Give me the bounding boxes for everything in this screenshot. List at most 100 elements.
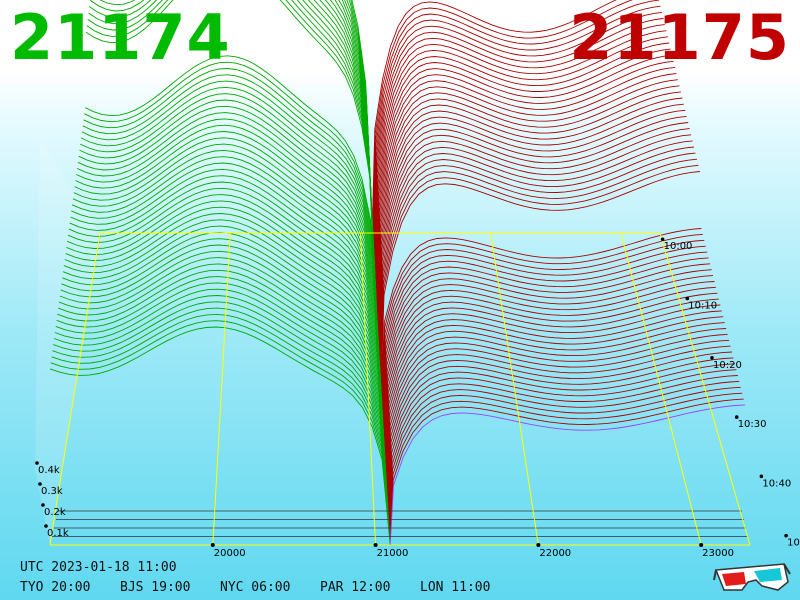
ask-price: 21175 (569, 1, 790, 74)
ask-depth-line (388, 386, 741, 530)
time-tick-dot (759, 474, 764, 479)
ask-depth-line (374, 54, 673, 290)
ask-depth-line (378, 128, 690, 351)
ask-depth-line (375, 60, 674, 295)
ask-depth-line (387, 351, 733, 500)
price-tick-label: 23000 (702, 548, 734, 559)
bid-depth-line (67, 187, 385, 433)
ask-depth-line (377, 97, 683, 326)
volume-tick-label: 0.1k (47, 528, 69, 539)
bid-depth-line (57, 269, 389, 500)
ask-depth-line (381, 239, 705, 402)
ask-depth-line (374, 36, 668, 274)
ask-depth-line (372, 5, 661, 249)
ask-depth-line (377, 115, 687, 341)
ask-depth-line (386, 345, 731, 494)
volume-tick-label: 0.3k (41, 486, 63, 497)
ask-depth-line (383, 275, 714, 433)
ask-depth-line (389, 404, 746, 546)
bid-depth-line (86, 0, 378, 315)
ask-depth-line (373, 18, 664, 259)
ask-depth-line (379, 152, 696, 372)
ask-depth-line (380, 158, 698, 377)
ask-depth-line (385, 316, 724, 469)
bid-depth-line (319, 0, 376, 285)
ask-depth-line (384, 304, 721, 459)
bid-depth-line (78, 105, 381, 367)
time-tick-dot (660, 237, 665, 242)
price-gridline (212, 232, 231, 546)
ask-depth-line (384, 292, 718, 448)
ask-depth-line (377, 103, 684, 331)
bid-depth-line (60, 244, 387, 479)
bid-depth-line (84, 61, 379, 331)
bid-depth-line (51, 313, 391, 535)
time-tick-label: 10:20 (713, 360, 742, 371)
price-gridline (490, 232, 539, 546)
bid-depth-line (58, 263, 388, 494)
ask-depth-line (388, 369, 737, 515)
bid-depth-line (73, 143, 383, 397)
city-time-tyo: TYO 20:00 (20, 580, 91, 595)
bid-depth-line (89, 0, 377, 295)
bid-depth-line (82, 74, 379, 341)
bid-depth-line (52, 307, 390, 530)
volume-tick-label: 0.4k (38, 465, 60, 476)
bid-depth-line (56, 276, 389, 505)
price-tick-label: 22000 (539, 548, 571, 559)
bid-depth-line (89, 0, 377, 300)
ask-depth-line (374, 42, 670, 280)
ask-depth-line (373, 30, 667, 269)
ask-depth-line (382, 269, 712, 428)
bid-depth-line (80, 93, 380, 356)
bid-depth-line (63, 219, 386, 459)
bid-depth-line (85, 55, 378, 326)
ask-depth-line (376, 91, 681, 321)
city-time-lon: LON 11:00 (420, 580, 491, 595)
time-tick-dot (784, 533, 788, 538)
ask-depth-line (376, 79, 679, 310)
ask-depth-line (371, 0, 617, 234)
bid-depth-line (53, 295, 390, 520)
bid-depth-line (58, 257, 388, 489)
ask-depth-line (372, 0, 660, 244)
bid-depth-line (64, 213, 386, 453)
bid-depth-line (71, 156, 383, 407)
ask-depth-line (387, 357, 734, 505)
ask-depth-line (380, 164, 699, 382)
bid-depth-line (87, 0, 378, 310)
ask-depth-line (388, 380, 740, 525)
bid-depth-line (80, 86, 380, 351)
ask-depth-line (386, 333, 728, 484)
ask-depth-line (377, 109, 686, 336)
ask-depth-line (376, 85, 680, 315)
ask-depth-line (372, 11, 662, 254)
bid-price: 21174 (10, 1, 231, 74)
time-tick-label: 10:00 (664, 241, 693, 252)
ask-depth-line (389, 392, 743, 535)
volume-tick-dot (41, 503, 45, 507)
ask-depth-line (382, 257, 709, 418)
ask-depth-line (378, 122, 689, 346)
utc-timestamp: UTC 2023-01-18 11:00 (20, 560, 177, 575)
price-gridline (359, 232, 377, 546)
bid-depth-line (71, 162, 383, 413)
ask-depth-line (378, 134, 692, 356)
bid-depth-line (55, 282, 389, 510)
bid-depth-line (68, 181, 384, 428)
ask-depth-line (379, 140, 693, 361)
city-time-bjs: BJS 19:00 (120, 580, 191, 595)
grid-left-edge (49, 232, 101, 546)
bid-depth-line (72, 149, 383, 402)
time-tick-dot (710, 356, 714, 360)
ask-depth-line (383, 281, 715, 438)
bid-depth-line (99, 0, 376, 290)
ask-depth-line (387, 363, 735, 510)
ask-depth-line (382, 251, 708, 413)
3d-glasses-icon[interactable] (712, 560, 792, 594)
bid-depth-line (54, 288, 389, 515)
ask-depth-line (384, 298, 719, 453)
ask-depth-line (375, 66, 676, 300)
time-tick-label: 10:40 (762, 478, 791, 489)
bid-depth-line (65, 206, 386, 448)
